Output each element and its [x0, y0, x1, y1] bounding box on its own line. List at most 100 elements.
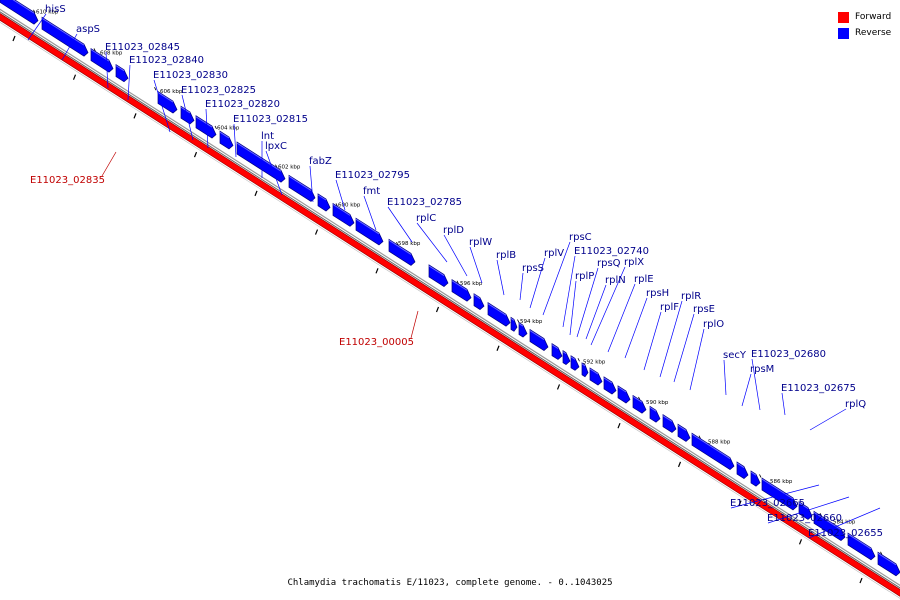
- gene-highlight: [677, 424, 687, 431]
- gene-label: lnt: [261, 131, 274, 142]
- gene-highlight: [115, 65, 125, 72]
- gene-label: E11023_02660: [767, 513, 842, 524]
- reverse-gene: [570, 355, 580, 371]
- gene-label: rplX: [624, 257, 644, 268]
- scale-label: 594 kbp: [520, 319, 543, 325]
- gene-label: E11023_02835: [30, 175, 105, 186]
- gene-label: rplV: [544, 248, 564, 259]
- reverse-gene: [581, 362, 589, 378]
- gene-label: fmt: [363, 186, 380, 197]
- reverse-gene: [451, 279, 472, 302]
- leader-line: [233, 123, 237, 158]
- gene-label: E11023_02830: [153, 70, 228, 81]
- reverse-swatch: [838, 27, 849, 39]
- gene-label: E11023_02840: [129, 55, 204, 66]
- gene-highlight: [551, 344, 559, 349]
- gene-highlight: [736, 462, 745, 468]
- leader-line: [767, 496, 850, 524]
- gene-highlight: [236, 142, 282, 172]
- reverse-gene: [877, 551, 900, 577]
- gene-label: rpsC: [569, 232, 592, 243]
- gene-label: E11023_02740: [574, 246, 649, 257]
- forward-swatch: [838, 11, 849, 23]
- reverse-gene: [691, 432, 735, 471]
- reverse-gene: [355, 217, 384, 246]
- leader-line: [469, 246, 483, 284]
- tick-mark: [859, 577, 863, 584]
- legend-forward: Forward: [838, 9, 891, 25]
- reverse-gene: [115, 63, 129, 83]
- gene-label: E11023_02785: [387, 197, 462, 208]
- gene-highlight: [219, 131, 230, 139]
- reverse-gene: [662, 414, 677, 433]
- scale-label: 602 kbp: [278, 164, 301, 170]
- gene-label: E11023_02655: [808, 528, 883, 539]
- gene-label: rplW: [469, 237, 492, 248]
- gene-highlight: [90, 49, 110, 62]
- tick-mark: [496, 345, 500, 351]
- gene-highlight: [388, 239, 412, 255]
- gene-highlight: [428, 265, 445, 276]
- gene-label: rplF: [660, 302, 679, 313]
- reverse-gene: [632, 394, 647, 414]
- scale-label: 588 kbp: [708, 439, 731, 445]
- reverse-gene: [288, 174, 316, 202]
- legend: Forward Reverse: [838, 9, 891, 41]
- tick-mark: [214, 125, 217, 130]
- gene-label: fabZ: [309, 156, 332, 167]
- tick-mark: [254, 190, 258, 197]
- scale-label: 584 kbp: [833, 519, 856, 525]
- tick-mark: [33, 9, 36, 13]
- reverse-gene: [219, 130, 234, 150]
- gene-labels: hisS aspS E11023_02845 E11023_02840 E11023_0…: [30, 4, 883, 539]
- leader-line: [781, 392, 786, 416]
- leader-line: [590, 266, 626, 346]
- tick-mark: [133, 113, 137, 119]
- leader-line: [607, 283, 636, 353]
- gene-highlight: [317, 194, 327, 201]
- gene-highlight: [529, 330, 545, 340]
- leader-line: [335, 179, 346, 211]
- reverse-gene: [317, 193, 331, 212]
- tick-mark: [798, 539, 803, 545]
- gene-highlight: [510, 317, 515, 321]
- reverse-gene: [388, 238, 416, 266]
- gene-label: rpsH: [646, 288, 669, 299]
- backbone-track: [0, 8, 900, 599]
- reverse-gene: [90, 47, 114, 73]
- reverse-gene: [529, 328, 549, 351]
- tick-mark: [435, 306, 440, 313]
- leader-line: [576, 267, 599, 338]
- gene-label: rpsQ: [597, 258, 621, 269]
- gene-highlight: [603, 377, 613, 384]
- leader-line: [410, 310, 419, 339]
- gene-highlight: [157, 92, 174, 103]
- reverse-gene: [562, 350, 571, 366]
- leader-line: [723, 359, 727, 396]
- gene-highlight: [798, 502, 809, 509]
- gene-highlight: [195, 116, 213, 128]
- reverse-gene: [649, 405, 661, 423]
- leader-line: [387, 206, 413, 243]
- tick-mark: [72, 74, 77, 80]
- leader-line: [809, 408, 847, 431]
- gene-label: lpxC: [265, 141, 287, 152]
- gene-highlight: [518, 323, 524, 327]
- gene-highlight: [41, 17, 85, 46]
- tick-mark: [759, 474, 762, 478]
- scale-label: 606 kbp: [160, 89, 183, 95]
- leader-line: [542, 241, 571, 316]
- reverse-gene: [813, 510, 846, 542]
- gene-label: E11023_02675: [781, 383, 856, 394]
- reverse-gene: [518, 321, 528, 338]
- reverse-gene: [847, 532, 876, 561]
- reverse-gene: [236, 141, 286, 183]
- leader-line: [624, 297, 648, 359]
- gene-highlight: [662, 415, 673, 422]
- reverse-gene: [332, 202, 355, 227]
- scale-label: 596 kbp: [460, 281, 483, 287]
- gene-highlight: [332, 204, 351, 216]
- genome-caption: Chlamydia trachomatis E/11023, complete …: [287, 578, 613, 588]
- gene-label: rpsS: [522, 263, 544, 274]
